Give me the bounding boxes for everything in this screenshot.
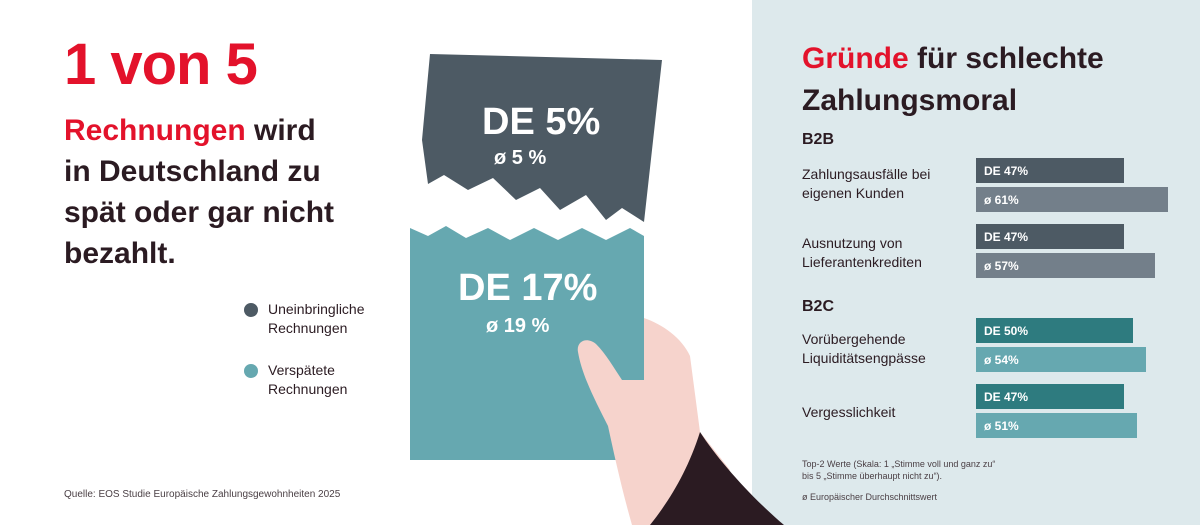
- panel-title-line2: Zahlungsmoral: [802, 84, 1018, 117]
- legend-late-line1: Verspätete: [268, 362, 335, 378]
- sleeve-illustration: [650, 432, 784, 525]
- bar-value-label: DE 47%: [984, 229, 1029, 244]
- legend-late: Verspätete Rechnungen: [244, 361, 398, 399]
- category-label: Vorübergehende Liquiditätsengpässe: [802, 331, 926, 366]
- invoice-piece-late: [410, 226, 644, 460]
- bar-value-label: ø 57%: [984, 258, 1019, 273]
- scale-footnote: Top-2 Werte (Skala: 1 „Stimme voll und g…: [802, 459, 996, 481]
- panel-title-accent: Gründe: [802, 42, 909, 75]
- late-de-value: DE 17%: [458, 267, 597, 309]
- legend-dot-uncollectable: [244, 303, 258, 317]
- bar-value-label: ø 54%: [984, 352, 1019, 367]
- uncollectable-eu-value: ø 5 %: [494, 147, 546, 169]
- bar-value-label: DE 47%: [984, 389, 1029, 404]
- legend-uncollectable-line1: Uneinbringliche: [268, 301, 365, 317]
- bar-value-label: ø 51%: [984, 418, 1019, 433]
- group-label-b2c: B2C: [802, 298, 835, 315]
- bar-de: DE 47%: [976, 224, 1124, 249]
- invoice-piece-uncollectable: [422, 54, 662, 222]
- bar-value-label: ø 61%: [984, 192, 1019, 207]
- subhead-accent: Rechnungen: [64, 114, 246, 147]
- category-label: Vergesslichkeit: [802, 404, 896, 420]
- category-label: Ausnutzung von Lieferantenkrediten: [802, 235, 922, 270]
- late-eu-value: ø 19 %: [486, 315, 550, 337]
- group-label-b2b: B2B: [802, 131, 835, 148]
- subheadline: Rechnungen wird in Deutschland zu spät o…: [64, 110, 404, 274]
- average-footnote: ø Europäischer Durchschnittswert: [802, 492, 938, 502]
- panel-title: Gründe für schlechte Zahlungsmoral: [802, 38, 1192, 122]
- legend-uncollectable-line2: Rechnungen: [268, 320, 348, 336]
- bar-eu: ø 51%: [976, 413, 1137, 438]
- legend-late-line2: Rechnungen: [268, 381, 348, 397]
- bar-eu: ø 61%: [976, 187, 1168, 212]
- bar-eu: ø 54%: [976, 347, 1146, 372]
- bar-de: DE 47%: [976, 158, 1124, 183]
- subhead-line1: wird: [245, 114, 316, 147]
- subhead-line2: in Deutschland zu: [64, 155, 321, 188]
- category-label: Zahlungsausfälle bei eigenen Kunden: [802, 166, 931, 201]
- panel-title-line1: für schlechte: [908, 42, 1104, 75]
- subhead-line4: bezahlt.: [64, 237, 176, 270]
- legend-dot-late: [244, 364, 258, 378]
- bar-value-label: DE 47%: [984, 163, 1029, 178]
- bar-eu: ø 57%: [976, 253, 1155, 278]
- torn-invoice-illustration: DE 5% ø 5 % DE 17% ø 19 %: [410, 54, 784, 525]
- bar-de: DE 47%: [976, 384, 1124, 409]
- headline: 1 von 5: [64, 32, 258, 97]
- uncollectable-de-value: DE 5%: [482, 101, 600, 143]
- bar-value-label: DE 50%: [984, 323, 1029, 338]
- source-note: Quelle: EOS Studie Europäische Zahlungsg…: [64, 489, 341, 500]
- subhead-line3: spät oder gar nicht: [64, 196, 335, 229]
- legend-uncollectable: Uneinbringliche Rechnungen: [244, 300, 398, 338]
- bar-de: DE 50%: [976, 318, 1133, 343]
